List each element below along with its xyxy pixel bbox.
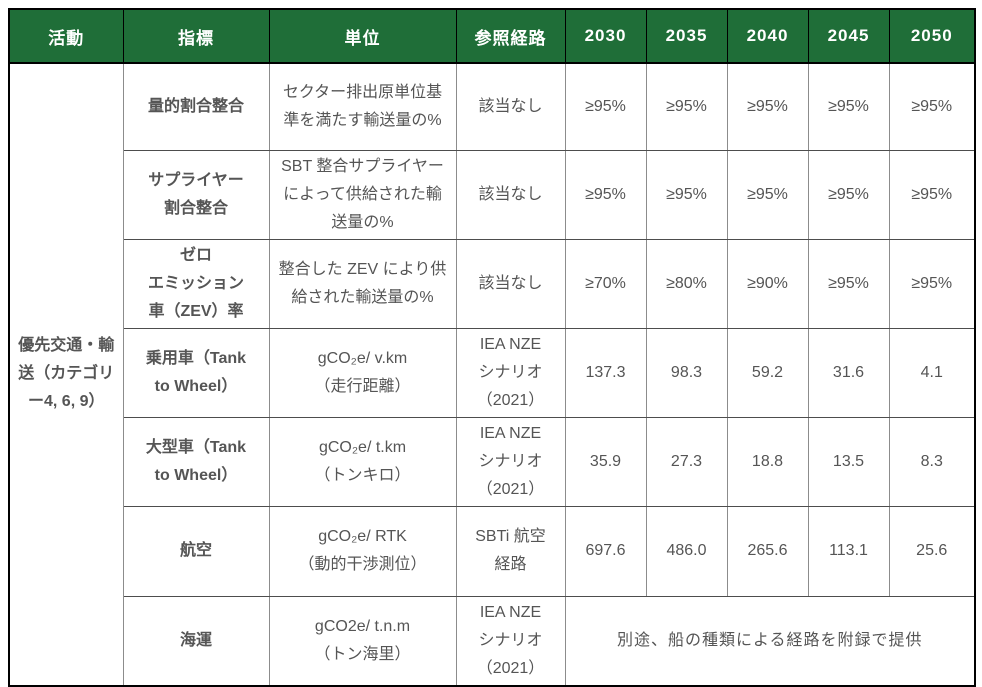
value-cell-2040: 59.2 — [726, 327, 809, 418]
value-cell-2030: 35.9 — [564, 416, 647, 507]
header-row: 活動 指標 単位 参照経路 2030 2035 2040 2045 2050 — [8, 8, 976, 64]
table-row: 優先交通・輸送（カテゴリー4, 6, 9） 量的割合整合 セクター排出原単位基準… — [8, 62, 976, 686]
col-header-activity: 活動 — [8, 8, 124, 64]
col-header-reference: 参照経路 — [455, 8, 566, 64]
value-cell-2035: ≥80% — [645, 238, 728, 329]
value-cell-2045: 113.1 — [807, 505, 890, 597]
sbt-transport-pathway-table: 活動 指標 単位 参照経路 2030 2035 2040 2045 2050 優… — [8, 8, 976, 687]
value-cell-2035: ≥95% — [645, 62, 728, 151]
reference-cell: IEA NZE シナリオ （2021） — [455, 327, 566, 418]
value-cell-2035: ≥95% — [645, 149, 728, 240]
col-header-year-2040: 2040 — [726, 8, 809, 64]
reference-cell: 該当なし — [455, 238, 566, 329]
indicator-cell: 乗用車（Tank to Wheel） — [122, 327, 270, 418]
unit-cell: gCO2e/ t.n.m （トン海里） — [268, 595, 457, 686]
value-cell-2050: 25.6 — [888, 505, 976, 597]
reference-cell: 該当なし — [455, 62, 566, 151]
col-header-year-2050: 2050 — [888, 8, 976, 64]
value-cell-2045: 31.6 — [807, 327, 890, 418]
unit-cell: 整合した ZEV により供給された輸送量の% — [268, 238, 457, 329]
page: 活動 指標 単位 参照経路 2030 2035 2040 2045 2050 優… — [8, 8, 976, 687]
activity-cell: 優先交通・輸送（カテゴリー4, 6, 9） — [8, 62, 124, 686]
indicator-cell: 海運 — [122, 595, 270, 686]
indicator-cell: ゼロ エミッション 車（ZEV）率 — [122, 238, 270, 329]
value-cell-2050: 4.1 — [888, 327, 976, 418]
indicator-cell: 航空 — [122, 505, 270, 597]
col-header-year-2035: 2035 — [645, 8, 728, 64]
table-row: 航空 gCO₂e/ RTK （動的干渉測位） SBTi 航空 経路 697.6 … — [9, 505, 976, 597]
table-row: 乗用車（Tank to Wheel） gCO₂e/ v.km （走行距離） IE… — [9, 327, 976, 418]
unit-cell: gCO₂e/ t.km （トンキロ） — [268, 416, 457, 507]
value-cell-2050: 8.3 — [888, 416, 976, 507]
unit-cell: gCO₂e/ RTK （動的干渉測位） — [268, 505, 457, 597]
unit-cell: gCO₂e/ v.km （走行距離） — [268, 327, 457, 418]
value-cell-2050: ≥95% — [888, 149, 976, 240]
reference-cell: 該当なし — [455, 149, 566, 240]
col-header-year-2030: 2030 — [564, 8, 647, 64]
table-row: 大型車（Tank to Wheel） gCO₂e/ t.km （トンキロ） IE… — [9, 416, 976, 507]
table-row: 海運 gCO2e/ t.n.m （トン海里） IEA NZE シナリオ （202… — [9, 595, 976, 686]
value-cell-2035: 98.3 — [645, 327, 728, 418]
reference-cell: IEA NZE シナリオ （2021） — [455, 595, 566, 686]
value-cell-2045: 13.5 — [807, 416, 890, 507]
col-header-indicator: 指標 — [122, 8, 270, 64]
unit-cell: SBT 整合サプライヤーによって供給された輸送量の% — [268, 149, 457, 240]
value-cell-2030: ≥95% — [564, 62, 647, 151]
value-cell-2030: ≥95% — [564, 149, 647, 240]
shipping-note-cell: 別途、船の種類による経路を附録で提供 — [564, 595, 976, 686]
col-header-year-2045: 2045 — [807, 8, 890, 64]
unit-cell: セクター排出原単位基準を満たす輸送量の% — [268, 62, 457, 151]
value-cell-2035: 486.0 — [645, 505, 728, 597]
value-cell-2045: ≥95% — [807, 238, 890, 329]
value-cell-2035: 27.3 — [645, 416, 728, 507]
reference-cell: SBTi 航空 経路 — [455, 505, 566, 597]
value-cell-2040: 265.6 — [726, 505, 809, 597]
value-cell-2040: ≥95% — [726, 149, 809, 240]
reference-cell: IEA NZE シナリオ （2021） — [455, 416, 566, 507]
value-cell-2040: ≥95% — [726, 62, 809, 151]
value-cell-2045: ≥95% — [807, 62, 890, 151]
value-cell-2045: ≥95% — [807, 149, 890, 240]
indicator-cell: サプライヤー 割合整合 — [122, 149, 270, 240]
indicator-cell: 大型車（Tank to Wheel） — [122, 416, 270, 507]
value-cell-2030: ≥70% — [564, 238, 647, 329]
value-cell-2050: ≥95% — [888, 62, 976, 151]
value-cell-2040: ≥90% — [726, 238, 809, 329]
value-cell-2030: 697.6 — [564, 505, 647, 597]
value-cell-2040: 18.8 — [726, 416, 809, 507]
indicator-cell: 量的割合整合 — [122, 62, 270, 151]
value-cell-2030: 137.3 — [564, 327, 647, 418]
value-cell-2050: ≥95% — [888, 238, 976, 329]
table-row: サプライヤー 割合整合 SBT 整合サプライヤーによって供給された輸送量の% 該… — [9, 149, 976, 240]
table-row: ゼロ エミッション 車（ZEV）率 整合した ZEV により供給された輸送量の%… — [9, 238, 976, 329]
col-header-unit: 単位 — [268, 8, 457, 64]
